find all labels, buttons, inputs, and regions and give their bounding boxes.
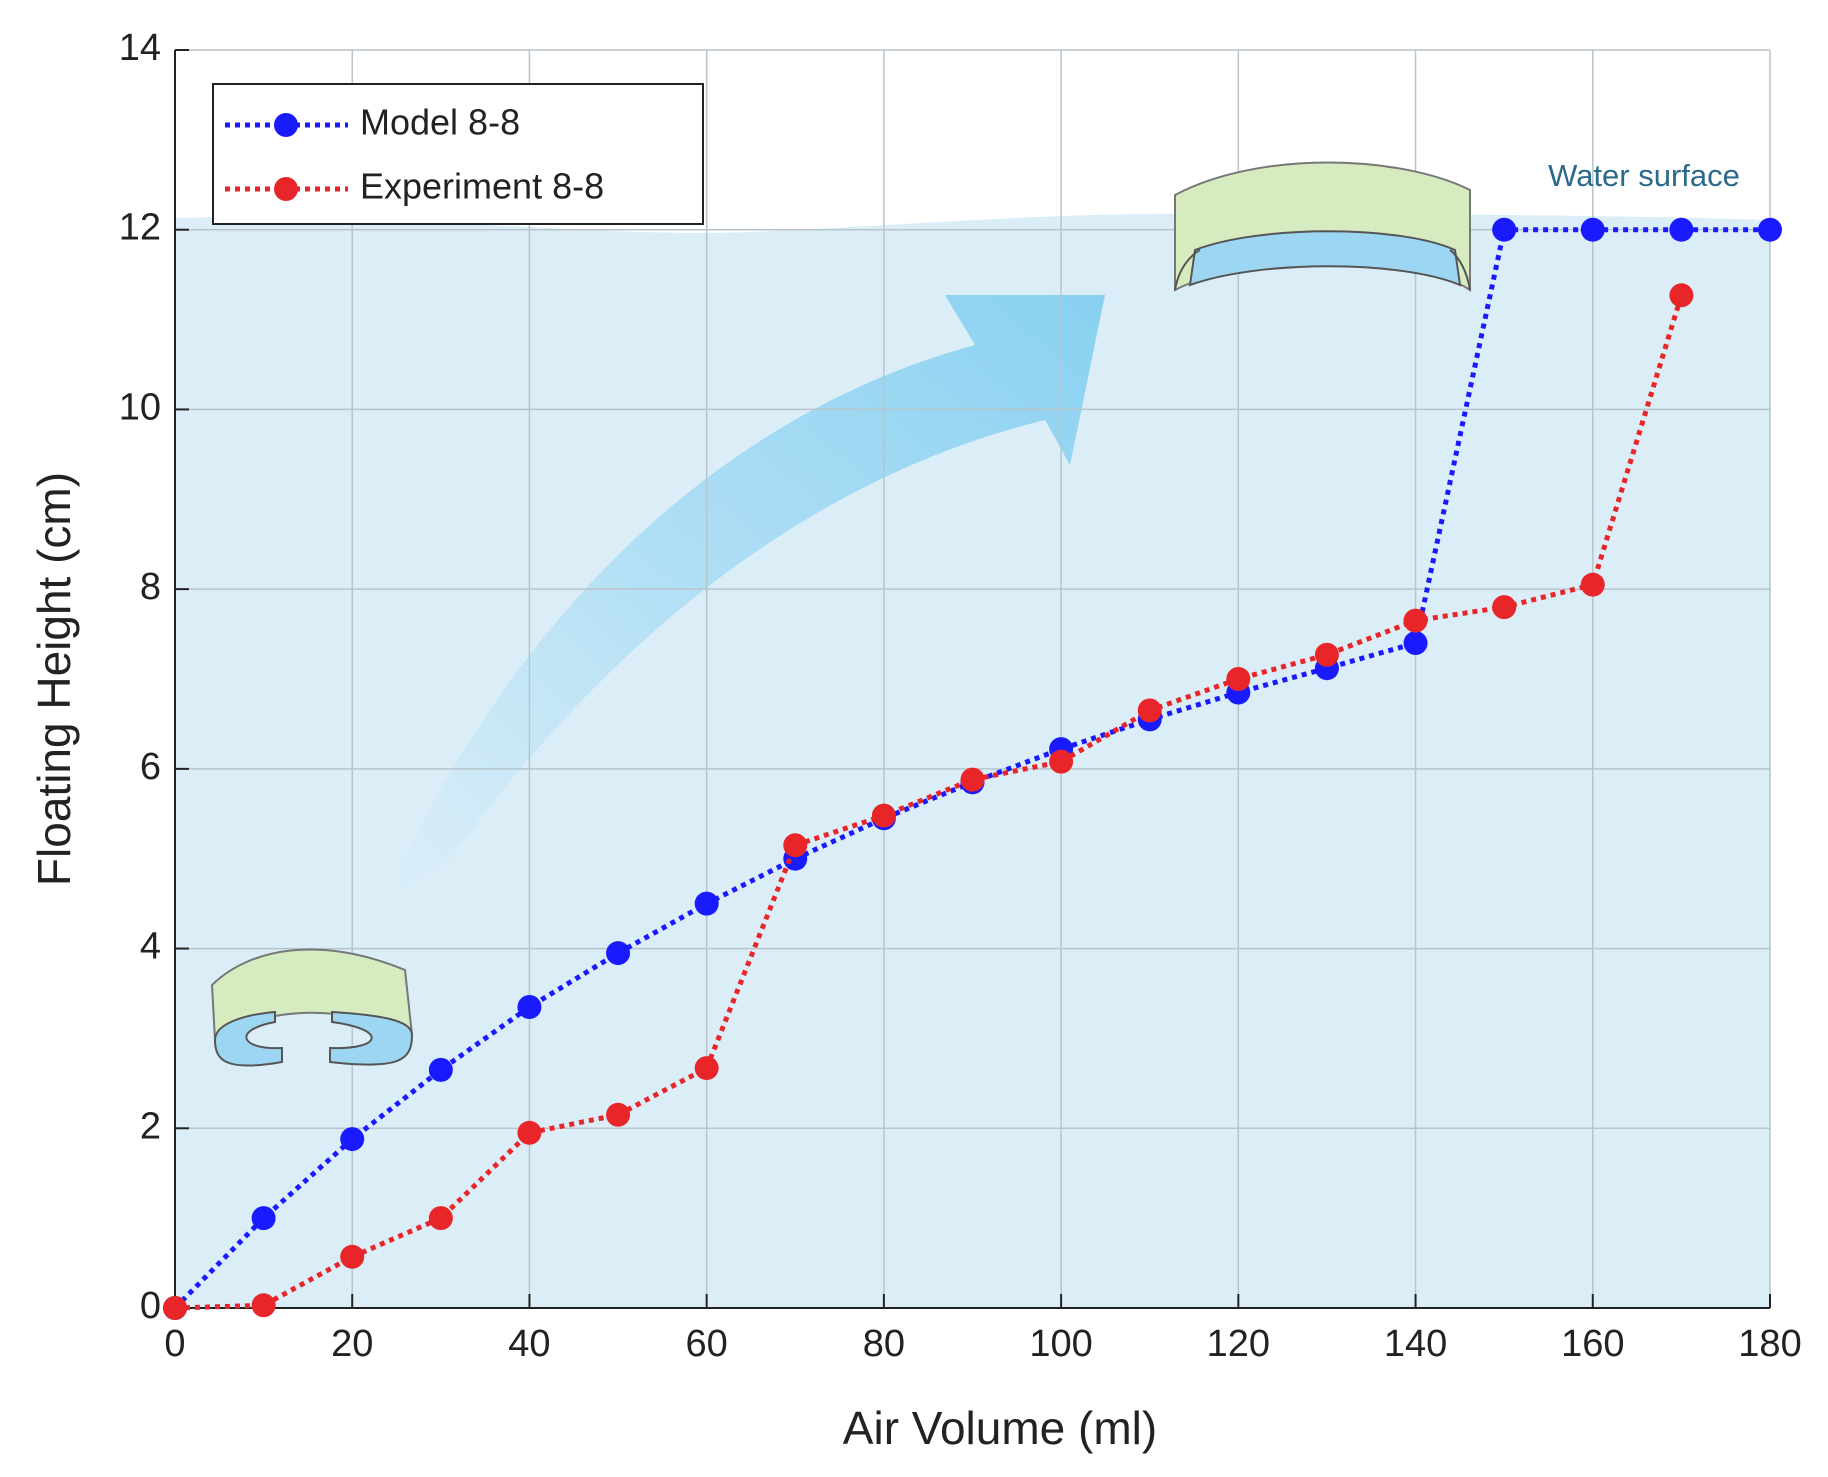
ring-closed-icon <box>1174 161 1471 292</box>
x-tick-label: 180 <box>1738 1323 1801 1365</box>
data-point <box>1403 631 1428 656</box>
data-point <box>606 1102 631 1127</box>
x-tick-label: 80 <box>863 1323 905 1365</box>
data-point <box>1669 283 1694 308</box>
data-point <box>428 1057 453 1082</box>
y-tick-label: 4 <box>140 926 161 968</box>
data-point <box>960 767 985 792</box>
data-point <box>1669 217 1694 242</box>
data-point <box>1137 698 1162 723</box>
legend: Model 8-8 Experiment 8-8 <box>212 83 704 225</box>
x-tick-label: 20 <box>331 1323 373 1365</box>
x-tick-label: 40 <box>508 1323 550 1365</box>
legend-marker <box>274 113 298 137</box>
x-axis-label: Air Volume (ml) <box>843 1402 1157 1454</box>
data-point <box>606 941 631 966</box>
data-point <box>694 891 719 916</box>
x-tick-label: 100 <box>1029 1323 1092 1365</box>
y-tick-label: 12 <box>119 207 161 249</box>
data-point <box>517 1120 542 1145</box>
data-point <box>694 1056 719 1081</box>
data-point <box>251 1293 276 1318</box>
data-point <box>1758 217 1782 242</box>
x-tick-label: 160 <box>1561 1323 1624 1365</box>
water <box>175 213 1770 1309</box>
data-point <box>251 1206 276 1231</box>
data-point <box>1580 217 1605 242</box>
y-tick-label: 10 <box>119 386 161 428</box>
data-point <box>340 1127 365 1152</box>
data-point <box>517 994 542 1019</box>
data-point <box>1226 667 1251 691</box>
x-tick-label: 60 <box>686 1323 728 1365</box>
data-point <box>1049 749 1074 774</box>
data-point <box>1492 595 1517 620</box>
y-tick-label: 6 <box>140 746 161 788</box>
x-tick-label: 0 <box>164 1323 185 1365</box>
data-point <box>1403 608 1428 633</box>
legend-label: Model 8-8 <box>360 102 520 143</box>
y-tick-label: 0 <box>140 1285 161 1327</box>
flow-arrow <box>385 295 1105 900</box>
data-point <box>1580 572 1605 597</box>
data-point <box>428 1206 453 1231</box>
data-point <box>1492 217 1517 242</box>
x-tick-label: 140 <box>1384 1323 1447 1365</box>
data-point <box>871 803 896 828</box>
y-tick-label: 8 <box>140 566 161 608</box>
series-line <box>174 294 1684 1311</box>
data-point <box>1314 642 1339 667</box>
data-point <box>783 833 808 858</box>
y-tick-label: 14 <box>119 27 161 69</box>
y-tick-label: 2 <box>140 1105 161 1147</box>
legend-box <box>212 83 704 225</box>
legend-marker <box>274 177 298 201</box>
y-axis-label: Floating Height (cm) <box>28 472 80 886</box>
ring-open-icon <box>210 948 414 1067</box>
legend-label: Experiment 8-8 <box>360 166 604 207</box>
annotation: Water surface <box>1548 158 1740 193</box>
x-tick-label: 120 <box>1207 1323 1270 1365</box>
data-point <box>340 1244 365 1269</box>
data-point <box>163 1296 187 1320</box>
